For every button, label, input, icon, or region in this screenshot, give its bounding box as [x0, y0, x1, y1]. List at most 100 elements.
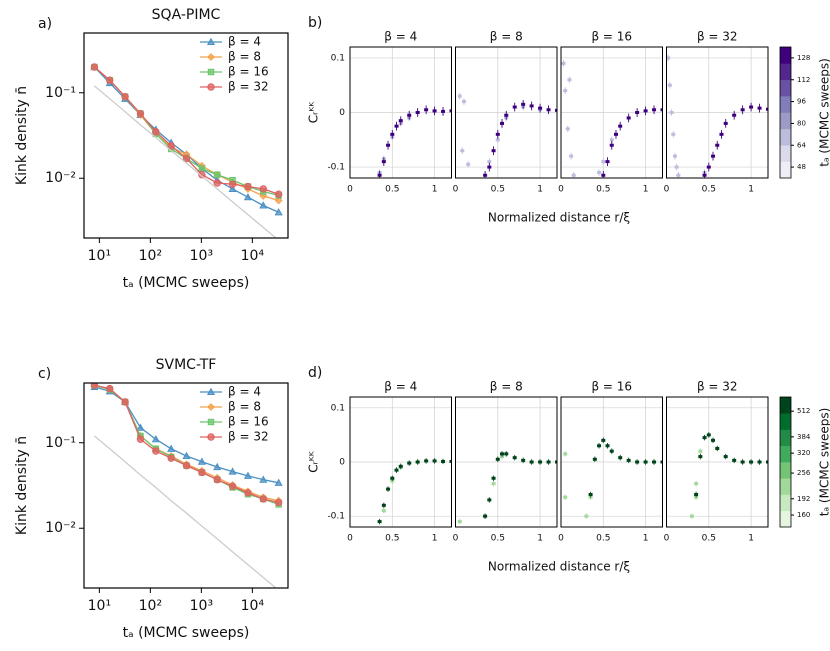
- plot-area: [377, 105, 452, 178]
- data-point: [500, 121, 505, 125]
- data-point: [561, 61, 566, 65]
- colorbar-band: [780, 494, 791, 512]
- x-tick-label: 1: [643, 534, 649, 544]
- data-point: [441, 459, 446, 463]
- data-point: [660, 108, 663, 112]
- colorbar-band: [780, 510, 791, 528]
- marker: [259, 185, 267, 193]
- x-tick-label: 1: [748, 185, 754, 195]
- x-tick-label: 10²: [139, 248, 162, 264]
- data-point: [386, 487, 391, 491]
- data-point: [377, 520, 382, 524]
- panel-label: a): [38, 16, 52, 32]
- data-point: [635, 111, 640, 114]
- colorbar-tick-label: 512: [797, 407, 810, 415]
- data-point: [689, 514, 694, 518]
- marker: [167, 444, 176, 452]
- data-point: [491, 482, 496, 486]
- colorbar-band: [780, 478, 791, 495]
- x-axis-label: tₐ (MCMC sweeps): [123, 275, 250, 291]
- colorbar-tick-label: 192: [797, 495, 810, 503]
- x-axis-label: Normalized distance r/ξ: [488, 211, 630, 225]
- marker: [213, 475, 221, 484]
- y-axis-label: Cᵣᴷᴷ: [307, 101, 321, 123]
- axes-frame: [560, 396, 663, 528]
- data-point: [766, 460, 768, 464]
- x-tick-label: 0.5: [491, 534, 505, 544]
- plot-area: [90, 62, 283, 238]
- plot-area: [563, 437, 663, 519]
- subplot-title: β = 16: [591, 30, 632, 44]
- data-point: [386, 143, 391, 147]
- plot-area: [666, 54, 768, 178]
- marker: [207, 83, 215, 91]
- x-tick-label: 1: [537, 185, 543, 195]
- data-point: [652, 460, 657, 464]
- x-tick-label: 1: [748, 534, 754, 544]
- legend-label: β = 8: [228, 400, 261, 414]
- y-tick-label: 10⁻²: [45, 170, 76, 186]
- colorbar-frame: [779, 396, 792, 528]
- x-tick-label: 0.5: [385, 185, 399, 195]
- data-point: [660, 460, 663, 464]
- marker: [213, 462, 222, 471]
- data-point: [441, 109, 446, 113]
- marker: [167, 454, 175, 462]
- data-point: [702, 173, 707, 177]
- data-point: [674, 165, 679, 169]
- legend-label: β = 4: [228, 35, 261, 49]
- data-point: [381, 160, 386, 164]
- colorbar-tick-label: 384: [797, 433, 811, 441]
- data-point: [424, 459, 429, 463]
- legend-label: β = 16: [228, 65, 269, 79]
- marker: [214, 171, 221, 178]
- data-point: [694, 482, 699, 486]
- data-point: [529, 460, 534, 464]
- x-tick-label: 0: [664, 185, 670, 195]
- legend-label: β = 32: [228, 80, 269, 94]
- marker: [198, 468, 206, 477]
- data-point: [415, 460, 420, 464]
- data-point: [706, 165, 711, 169]
- data-point: [597, 444, 602, 448]
- data-point: [609, 143, 614, 147]
- colorbar-band: [780, 96, 791, 113]
- subplot-title: β = 32: [697, 30, 738, 44]
- data-point: [500, 452, 505, 456]
- data-point: [601, 438, 606, 442]
- marker: [106, 384, 114, 393]
- data-point: [546, 460, 551, 464]
- colorbar-band: [780, 462, 791, 479]
- data-point: [711, 154, 716, 158]
- x-tick-label: 1: [537, 534, 543, 544]
- data-point: [626, 116, 631, 120]
- colorbar-band: [780, 429, 791, 447]
- marker: [207, 403, 215, 411]
- data-point: [512, 105, 517, 109]
- x-tick-label: 0: [347, 534, 353, 544]
- data-point: [415, 111, 420, 114]
- marker: [167, 142, 175, 150]
- axes-frame: [560, 46, 663, 179]
- data-point: [569, 154, 574, 158]
- data-point: [563, 89, 568, 93]
- data-point: [521, 458, 526, 462]
- data-point: [555, 460, 557, 464]
- x-tick-label: 10⁴: [241, 248, 265, 264]
- data-point: [495, 132, 500, 136]
- marker: [244, 489, 252, 497]
- legend-label: β = 32: [228, 430, 269, 444]
- marker: [259, 201, 268, 209]
- data-point: [565, 127, 570, 131]
- plot-area: [689, 432, 768, 519]
- marker: [152, 447, 160, 455]
- data-point: [491, 149, 496, 153]
- colorbar-band: [780, 413, 791, 430]
- marker: [121, 92, 129, 101]
- data-point: [512, 456, 517, 460]
- data-point: [538, 106, 543, 110]
- data-point: [483, 514, 488, 518]
- x-tick-label: 10¹: [88, 598, 111, 614]
- y-axis-label: Kink density n̄: [14, 436, 30, 535]
- data-point: [538, 460, 543, 464]
